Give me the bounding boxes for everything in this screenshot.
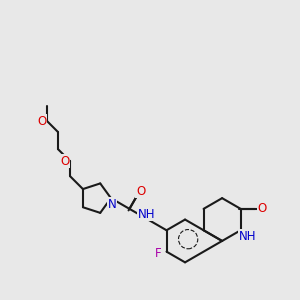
- Text: F: F: [155, 247, 161, 260]
- Text: NH: NH: [238, 230, 256, 243]
- Text: O: O: [136, 184, 145, 198]
- Text: O: O: [60, 155, 69, 168]
- Text: N: N: [108, 198, 117, 211]
- Text: NH: NH: [138, 208, 155, 221]
- Text: O: O: [258, 202, 267, 215]
- Text: O: O: [38, 115, 46, 128]
